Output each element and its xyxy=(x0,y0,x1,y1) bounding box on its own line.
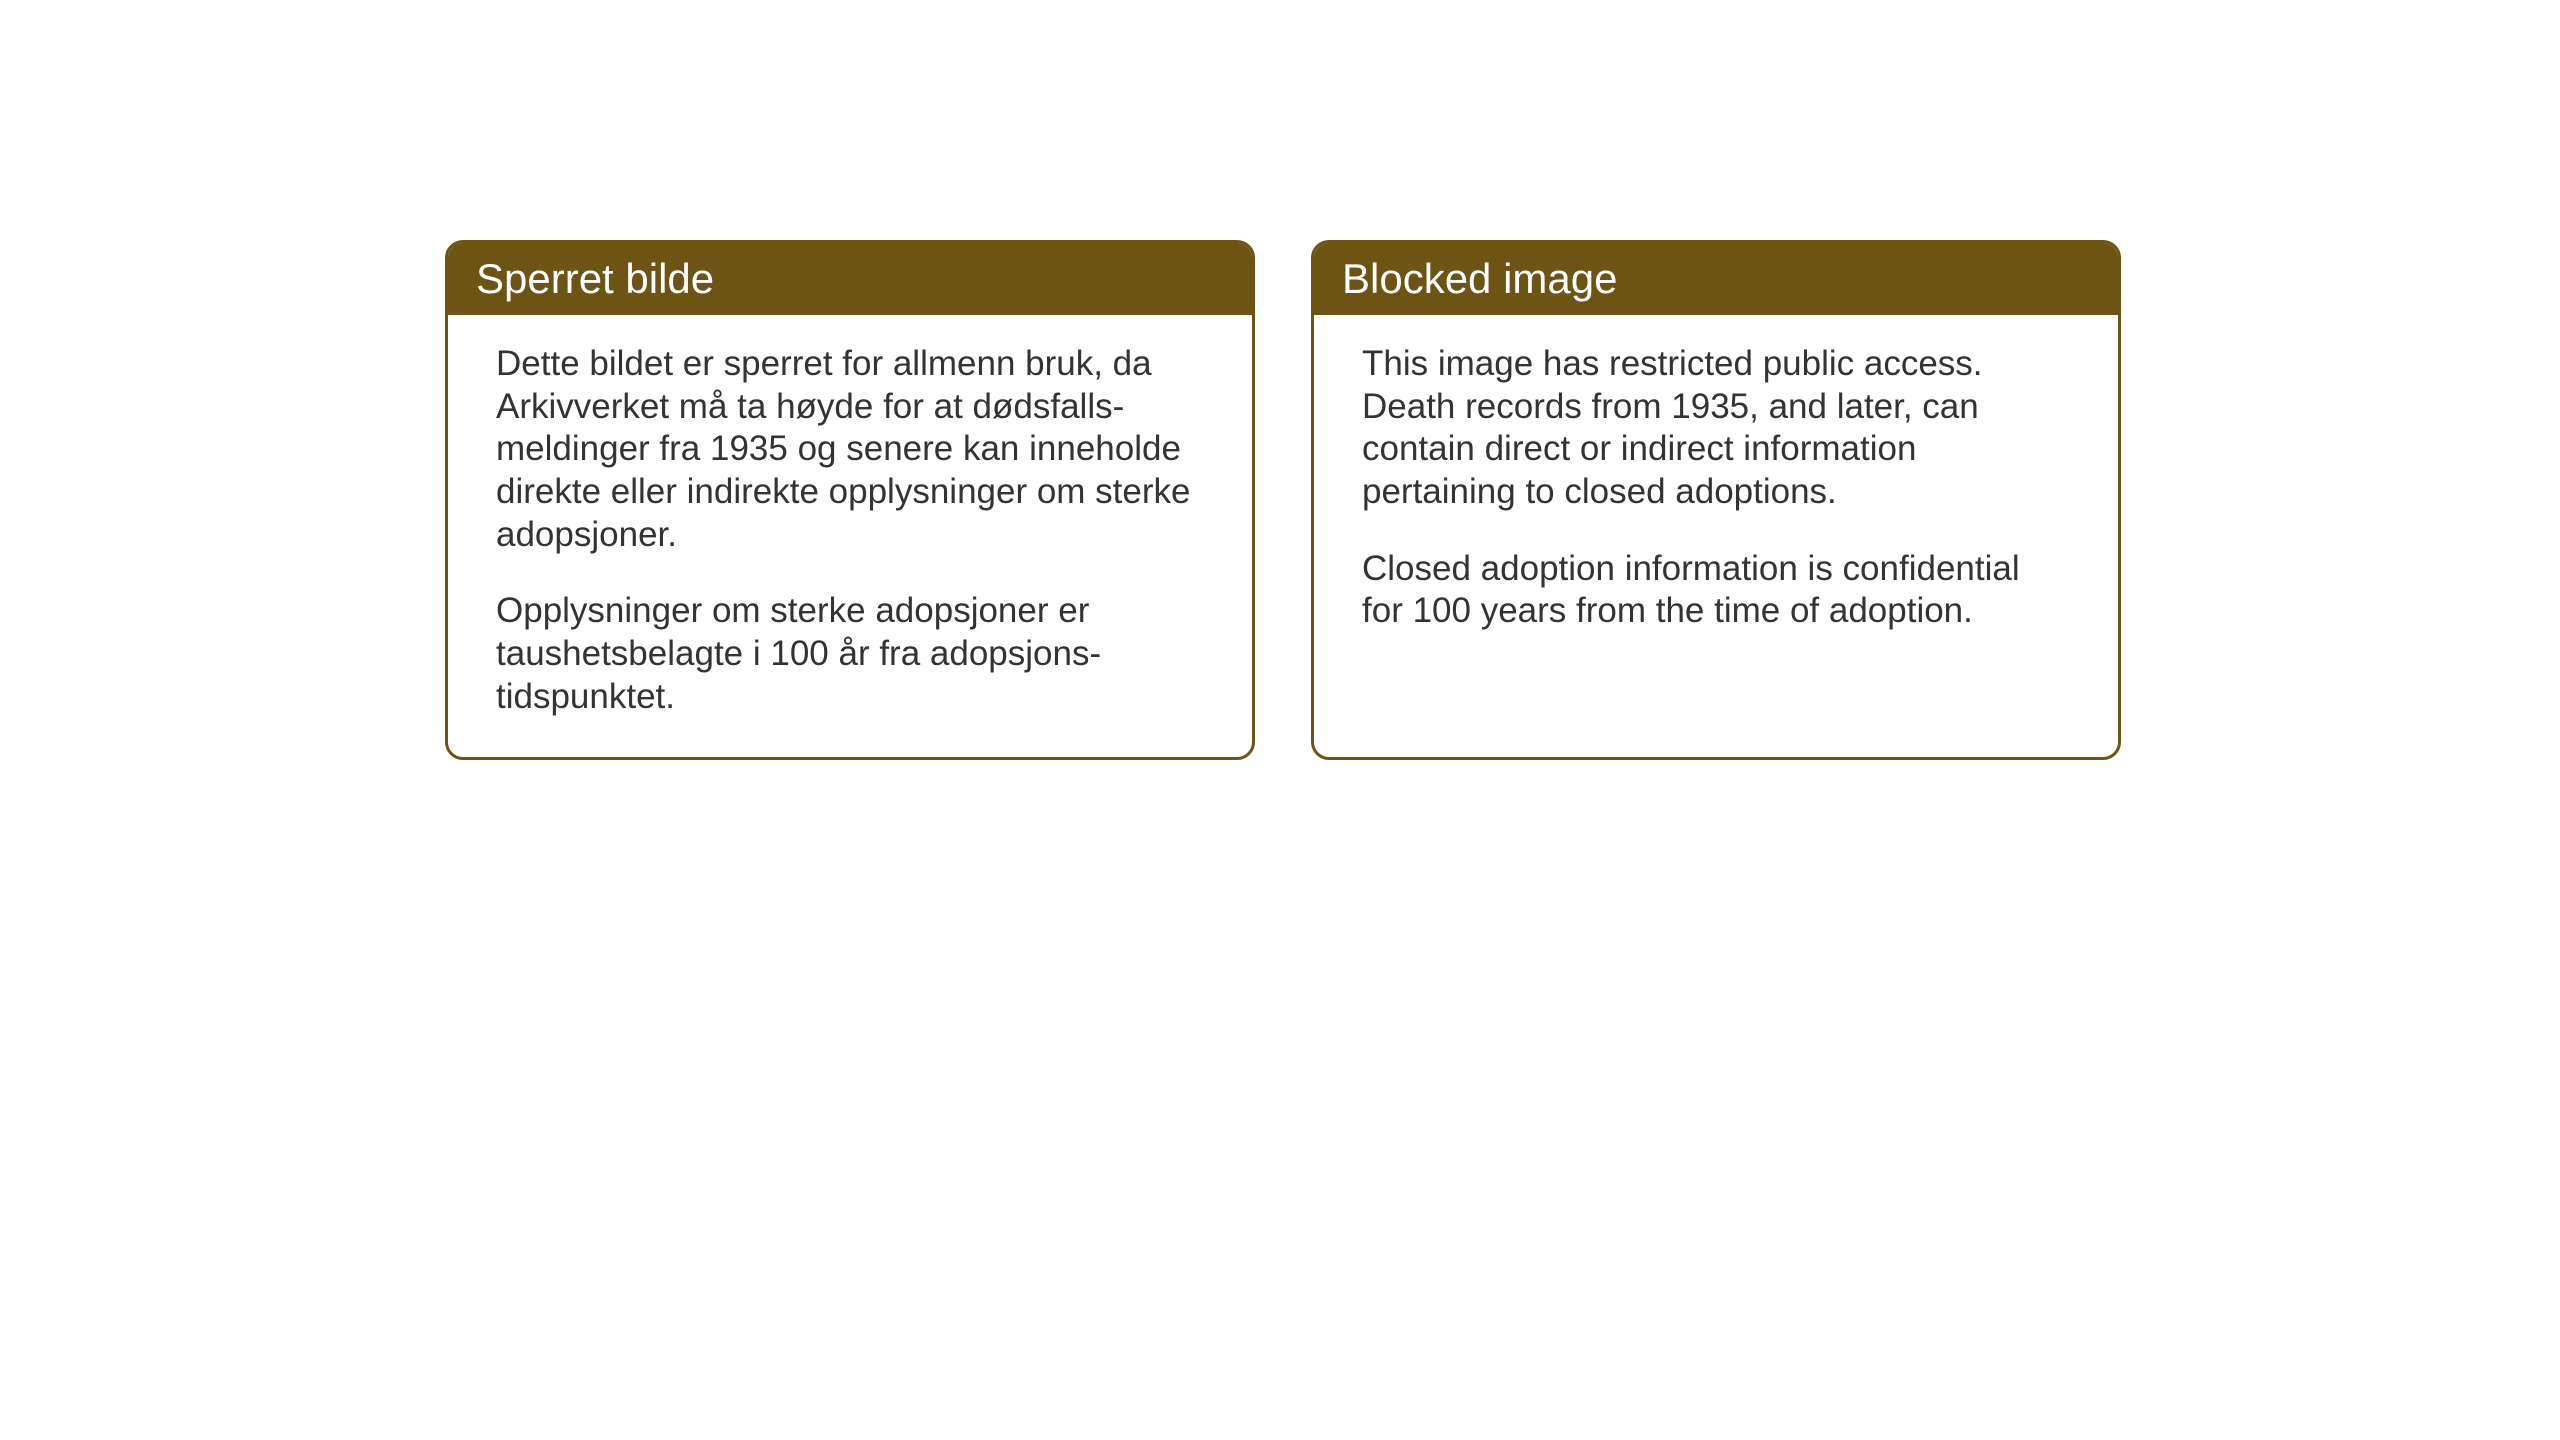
card-body: Dette bildet er sperret for allmenn bruk… xyxy=(448,315,1252,757)
notice-container: Sperret bilde Dette bildet er sperret fo… xyxy=(0,0,2560,760)
notice-card-norwegian: Sperret bilde Dette bildet er sperret fo… xyxy=(445,240,1255,760)
card-header: Sperret bilde xyxy=(448,243,1252,315)
card-paragraph: Closed adoption information is confident… xyxy=(1362,548,2070,633)
card-header: Blocked image xyxy=(1314,243,2118,315)
notice-card-english: Blocked image This image has restricted … xyxy=(1311,240,2121,760)
card-paragraph: Dette bildet er sperret for allmenn bruk… xyxy=(496,343,1204,556)
card-body: This image has restricted public access.… xyxy=(1314,315,2118,671)
card-title: Sperret bilde xyxy=(476,255,714,302)
card-paragraph: This image has restricted public access.… xyxy=(1362,343,2070,514)
card-title: Blocked image xyxy=(1342,255,1617,302)
card-paragraph: Opplysninger om sterke adopsjoner er tau… xyxy=(496,590,1204,718)
